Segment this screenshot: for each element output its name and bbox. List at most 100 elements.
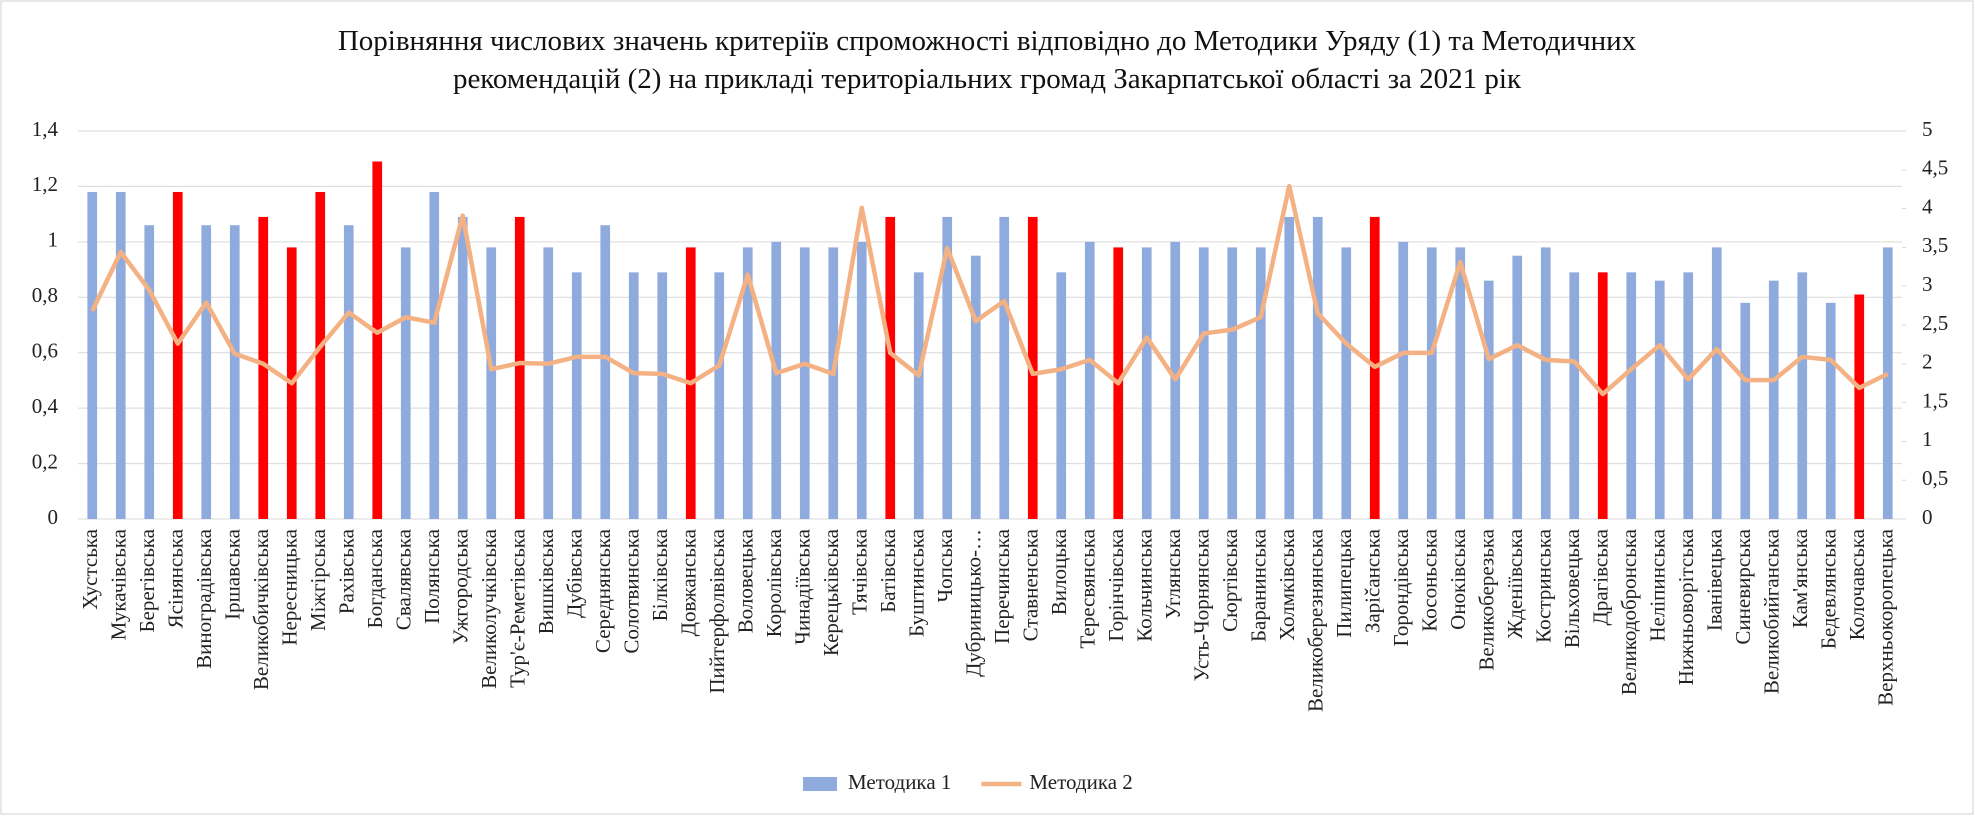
x-tick-label: Углянська bbox=[1161, 528, 1185, 619]
x-tick-label: Рахівська bbox=[335, 528, 359, 614]
x-tick-label: Вилоцька bbox=[1047, 528, 1071, 615]
x-tick-label: Верхньокоропецька bbox=[1874, 528, 1898, 706]
x-tick-label: Виноградівська bbox=[192, 528, 216, 669]
bar bbox=[1198, 247, 1209, 519]
chart-title: Порівняння числових значень критеріїв сп… bbox=[337, 25, 1637, 95]
x-tick-label: Іршавська bbox=[221, 528, 245, 620]
bar bbox=[457, 216, 468, 519]
bar bbox=[1312, 216, 1323, 519]
y-tick-label: 0,4 bbox=[32, 394, 59, 418]
y-tick-label: 1 bbox=[48, 228, 59, 252]
bar bbox=[771, 241, 782, 519]
y-tick-label: 0,6 bbox=[32, 339, 58, 363]
bar bbox=[742, 247, 753, 519]
bar bbox=[1740, 302, 1751, 519]
bar bbox=[856, 241, 867, 519]
x-tick-label: Ставненська bbox=[1019, 528, 1043, 641]
bar bbox=[144, 225, 155, 519]
x-tick-label: Довжанська bbox=[677, 528, 701, 636]
bar bbox=[400, 247, 411, 519]
bar bbox=[970, 255, 981, 519]
bar bbox=[543, 247, 554, 519]
x-tick-label: Іванівецька bbox=[1703, 528, 1727, 631]
x-tick-label: Горондівська bbox=[1389, 528, 1413, 646]
bar bbox=[1540, 247, 1551, 519]
x-tick-label: Колочавська bbox=[1845, 528, 1869, 640]
x-tick-label: Великоберезька bbox=[1475, 528, 1499, 670]
bar bbox=[315, 191, 326, 519]
x-tick-label: Берегівська bbox=[135, 528, 159, 632]
x-tick-label: Вишківська bbox=[534, 528, 558, 634]
x-tick-label: Міжгірська bbox=[306, 528, 330, 631]
x-tick-label: Солотвинська bbox=[620, 528, 644, 653]
x-tick-label: Нижньоворітська bbox=[1674, 528, 1698, 685]
x-tick-label: Хустська bbox=[78, 528, 102, 609]
x-tick-label: Горінчівська bbox=[1104, 528, 1128, 641]
bar bbox=[1341, 247, 1352, 519]
x-tick-label: Середнянська bbox=[591, 528, 615, 653]
y2-tick-label: 4,5 bbox=[1922, 156, 1948, 180]
bar bbox=[1512, 255, 1523, 519]
bar bbox=[1056, 272, 1067, 519]
bar bbox=[1398, 241, 1409, 519]
bar bbox=[372, 161, 383, 519]
bar bbox=[799, 247, 810, 519]
bar bbox=[571, 272, 582, 519]
x-tick-label: Ужгородська bbox=[449, 528, 473, 644]
y2-tick-label: 5 bbox=[1922, 117, 1933, 141]
x-tick-label: Заріčанська bbox=[1361, 528, 1385, 633]
bar bbox=[1426, 247, 1437, 519]
x-tick-label: Великобийганська bbox=[1760, 528, 1784, 694]
x-tick-label: Бедевлянська bbox=[1817, 528, 1841, 649]
x-tick-label: Батівська bbox=[876, 528, 900, 612]
y-tick-label: 1,2 bbox=[32, 172, 58, 196]
x-tick-label: Тур'є-Реметівська bbox=[506, 528, 530, 687]
y-tick-label: 0,8 bbox=[32, 283, 58, 307]
bar bbox=[1825, 302, 1836, 519]
bar bbox=[999, 216, 1010, 519]
bar bbox=[942, 216, 953, 519]
bar bbox=[1854, 294, 1865, 519]
bar bbox=[429, 191, 440, 519]
x-tick-label: Синевирська bbox=[1731, 528, 1755, 644]
x-tick-label: Свалявська bbox=[392, 528, 416, 630]
bar bbox=[1084, 241, 1095, 519]
bar bbox=[885, 216, 896, 519]
bar bbox=[1227, 247, 1238, 519]
bar bbox=[828, 247, 839, 519]
x-tick-label: Кам'янська bbox=[1788, 528, 1812, 628]
x-tick-label: Пилипецька bbox=[1332, 528, 1356, 637]
x-tick-label: Великолучківська bbox=[477, 528, 501, 689]
x-tick-label: Перечинська bbox=[990, 528, 1014, 644]
legend-swatch bbox=[803, 777, 837, 791]
y2-tick-label: 3,5 bbox=[1922, 233, 1948, 257]
y2-tick-label: 4 bbox=[1922, 194, 1933, 218]
y-tick-label: 0 bbox=[48, 505, 59, 529]
y2-tick-label: 0,5 bbox=[1922, 466, 1948, 490]
y2-tick-label: 2,5 bbox=[1922, 311, 1948, 335]
x-tick-label: Нересницька bbox=[278, 528, 302, 645]
bar bbox=[1654, 280, 1665, 519]
y2-tick-label: 1,5 bbox=[1922, 388, 1948, 412]
x-tick-label: Тересвянська bbox=[1076, 528, 1100, 648]
x-tick-label: Великоберезнянська bbox=[1304, 528, 1328, 712]
bar bbox=[486, 247, 497, 519]
x-tick-label: Білківська bbox=[648, 528, 672, 621]
x-tick-label: Великобичківська bbox=[249, 528, 273, 690]
bar bbox=[1683, 272, 1694, 519]
y2-tick-label: 2 bbox=[1922, 350, 1933, 374]
x-tick-label: Дубівська bbox=[563, 528, 587, 618]
line bbox=[90, 183, 1889, 397]
x-tick-label: Ясінянська bbox=[164, 528, 188, 628]
bar bbox=[1284, 216, 1295, 519]
bar bbox=[258, 216, 269, 519]
y2-tick-label: 0 bbox=[1922, 505, 1933, 529]
x-tick-label: Полянська bbox=[420, 528, 444, 624]
x-tick-label: Жденіївська bbox=[1503, 528, 1527, 638]
bar bbox=[628, 272, 639, 519]
x-tick-label: Неліпинська bbox=[1646, 528, 1670, 641]
x-tick-label: Холмківська bbox=[1275, 528, 1299, 640]
bar bbox=[1797, 272, 1808, 519]
x-tick-label: Усть-Чорнянська bbox=[1190, 528, 1214, 681]
